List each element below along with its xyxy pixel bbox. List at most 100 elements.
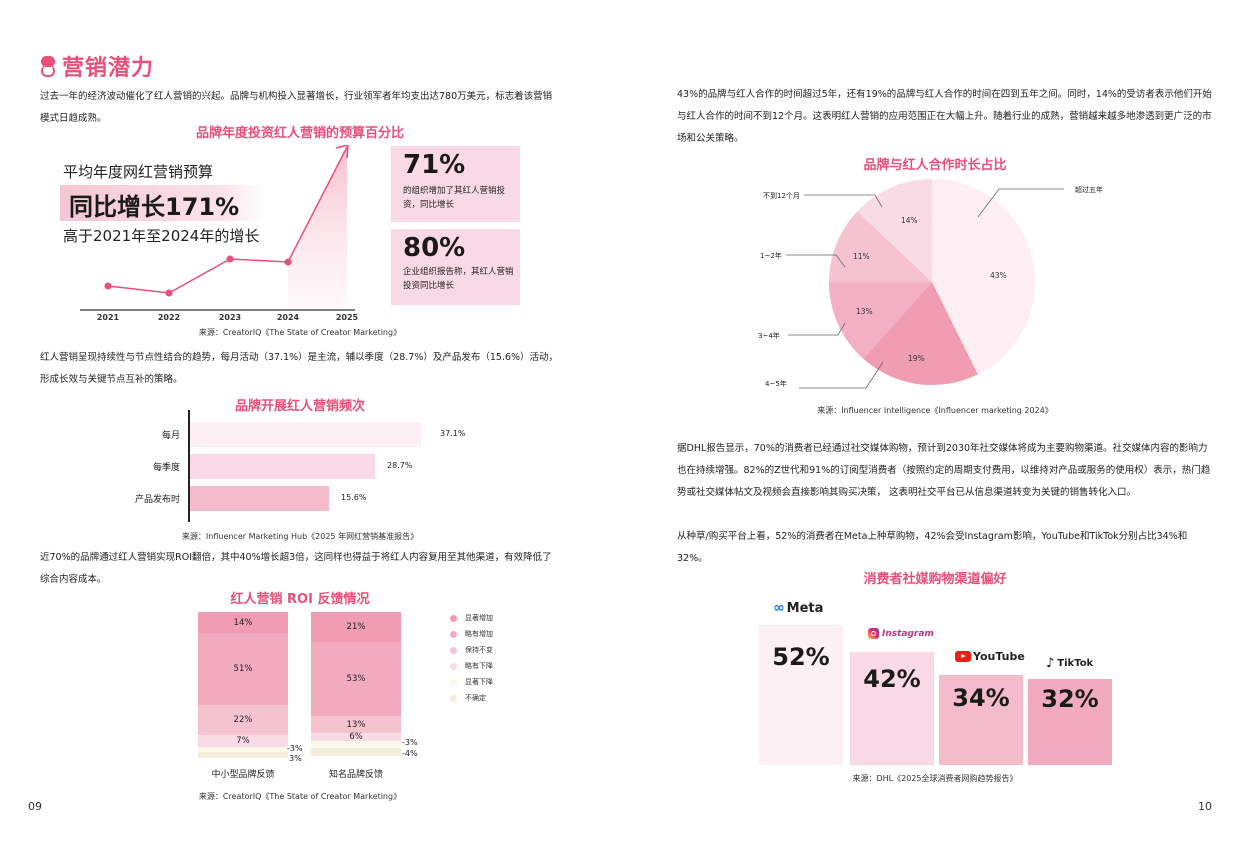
segment-significant-increase: 21%: [311, 612, 401, 642]
pie-value-19: 19%: [908, 354, 925, 363]
meta-logo: ∞ Meta: [773, 600, 823, 616]
pie-value-14: 14%: [901, 216, 918, 225]
segment-slight-decrease: 7%: [198, 735, 288, 747]
pie-value-43: 43%: [990, 271, 1007, 280]
bar-value: 34%: [952, 684, 1010, 712]
tiktok-label: TikTok: [1057, 658, 1094, 669]
bar-label: 产品发布时: [134, 495, 180, 505]
frequency-chart-source: 来源：Influencer Marketing Hub《2025 年网红营销基准…: [181, 532, 419, 541]
bar-row-launch: 产品发布时 15.6%: [100, 486, 500, 512]
legend-label: 显著下降: [465, 678, 493, 686]
budget-line-chart: 平均年度网红营销预算 同比增长171% 高于2021年至2024年的增长 202…: [55, 145, 365, 330]
pie-label-over-5-years: 超过五年: [1075, 186, 1103, 194]
instagram-logo: Instagram: [868, 628, 934, 639]
collaboration-pie-chart: 超过五年 4~5年 3~4年 1~2年 不到12个月 43% 19% 13% 1…: [750, 170, 1170, 400]
page-right: 43%的品牌与红人合作的时间超过5年，还有19%的品牌与红人合作的时间在四到五年…: [620, 0, 1240, 843]
collaboration-paragraph: 43%的品牌与红人合作的时间超过5年，还有19%的品牌与红人合作的时间在四到五年…: [677, 89, 1212, 144]
stat-box-80: 80% 企业组织报告称，其红人营销投资同比增长: [391, 229, 520, 305]
segment-significant-decrease: [198, 747, 288, 752]
legend-dot-icon: [450, 614, 457, 622]
sme-uncertain-label: 3%: [289, 754, 302, 763]
segment-significant-increase: 14%: [198, 612, 288, 633]
roi-chart-source: 来源：CreatorIQ《The State of Creator Market…: [198, 792, 402, 801]
dhl-paragraph: 据DHL报告显示，70%的消费者已经通过社交媒体购物，预计到2030年社交媒体将…: [677, 443, 1211, 498]
bar-quarterly: [190, 454, 375, 479]
stat-value: 71%: [403, 150, 466, 180]
stat-description: 的组织增加了其红人营销投资，同比增长: [403, 186, 506, 210]
roi-stacked-chart: 14% 51% 22% 7% -3% 3% 21% 53% 13% 6% -3%…: [190, 610, 550, 785]
pie-label-4-5-years: 4~5年: [765, 380, 787, 388]
page-left: 营销潜力 过去一年的经济波动催化了红人营销的兴起。品牌与机构投入显著增长，行业领…: [28, 55, 559, 813]
tiktok-logo: ♪ TikTok: [1046, 656, 1093, 671]
stat-description: 企业组织报告称，其红人营销投资同比增长: [403, 267, 514, 291]
segment-uncertain: [198, 752, 288, 758]
frequency-paragraph: 红人营销呈现持续性与节点性结合的趋势，每月活动（37.1%）是主流，辅以季度（2…: [40, 352, 559, 385]
bar-meta: 52%: [759, 625, 843, 765]
roi-legend: 显著增加 略有增加 保持不变 略有下降 显著下降 不确定: [450, 610, 493, 706]
platform-paragraph: 从种草/购买平台上看，52%的消费者在Meta上种草购物，42%会受Instag…: [677, 531, 1188, 564]
bar-launch: [190, 486, 329, 511]
bar-value: 15.6%: [341, 493, 367, 502]
legend-dot-icon: [450, 630, 457, 638]
segment-slight-decrease: 6%: [311, 732, 401, 742]
youtube-logo: YouTube: [955, 650, 1025, 663]
major-significant-decrease-label: -3%: [402, 738, 418, 747]
legend-item: 不确定: [450, 690, 493, 706]
major-uncertain-label: -4%: [402, 749, 418, 758]
pie-label-1-2-years: 1~2年: [760, 252, 782, 260]
legend-dot-icon: [450, 694, 457, 702]
segment-uncertain: [311, 748, 401, 756]
pie-chart-title: 品牌与红人合作时长占比: [863, 158, 1007, 173]
section-title: 营销潜力: [62, 56, 155, 81]
instagram-icon: [868, 628, 879, 639]
legend-item: 略有增加: [450, 626, 493, 642]
legend-item: 显著下降: [450, 674, 493, 690]
x-tick-2024: 2024: [276, 313, 300, 322]
kpi-caption: 平均年度网红营销预算: [63, 163, 214, 181]
legend-dot-icon: [450, 662, 457, 670]
legend-dot-icon: [450, 678, 457, 686]
meta-infinity-icon: ∞: [773, 600, 785, 616]
sme-significant-decrease-label: -3%: [287, 744, 303, 753]
bar-value: 28.7%: [387, 461, 413, 470]
legend-dot-icon: [450, 646, 457, 654]
legend-item: 保持不变: [450, 642, 493, 658]
x-tick-2025: 2025: [335, 313, 359, 322]
budget-chart-source: 来源：CreatorIQ《The State of Creator Market…: [198, 328, 402, 337]
x-tick-2023: 2023: [218, 313, 242, 322]
bar-tiktok: 32%: [1028, 679, 1112, 765]
line-chart-graphic: [80, 145, 355, 311]
page-number-right: 10: [1198, 800, 1212, 813]
stat-value: 80%: [403, 233, 466, 263]
section-bullet-icon: [40, 55, 56, 77]
pie-chart-source: 来源：Influencer Intelligence《Influencer ma…: [817, 406, 1053, 415]
pie-label-under-12-months: 不到12个月: [763, 192, 800, 200]
legend-label: 保持不变: [465, 646, 493, 654]
social-chart-source: 来源：DHL《2025全球消费者网购趋势报告》: [852, 774, 1018, 783]
category-label-major: 知名品牌反馈: [328, 770, 383, 780]
bar-row-quarterly: 每季度 28.7%: [100, 454, 500, 480]
bar-label: 每季度: [152, 463, 180, 473]
bar-label: 每月: [161, 431, 180, 441]
instagram-label: Instagram: [882, 628, 934, 639]
pie-value-13: 13%: [856, 307, 873, 316]
x-tick-2022: 2022: [157, 313, 181, 322]
pie-label-3-4-years: 3~4年: [758, 332, 780, 340]
youtube-play-icon: [955, 651, 971, 662]
legend-label: 不确定: [465, 694, 486, 702]
tiktok-note-icon: ♪: [1046, 656, 1055, 671]
budget-chart-title: 品牌年度投资红人营销的预算百分比: [195, 126, 404, 141]
x-tick-2021: 2021: [96, 313, 120, 322]
legend-item: 显著增加: [450, 610, 493, 626]
legend-item: 略有下降: [450, 658, 493, 674]
roi-paragraph: 近70%的品牌通过红人营销实现ROI翻倍，其中40%增长超3倍，这同样也得益于将…: [40, 552, 552, 585]
frequency-bar-chart: 每月 37.1% 每季度 28.7% 产品发布时 15.6%: [100, 410, 500, 522]
bar-value: 42%: [863, 665, 921, 693]
kpi-highlight-bg: [60, 185, 265, 221]
social-chart-title: 消费者社媒购物渠道偏好: [863, 572, 1007, 587]
segment-slight-increase: 53%: [311, 642, 401, 716]
meta-label: Meta: [786, 600, 824, 616]
roi-chart-title: 红人营销 ROI 反馈情况: [230, 592, 370, 607]
legend-label: 显著增加: [465, 614, 493, 622]
segment-slight-increase: 51%: [198, 633, 288, 705]
